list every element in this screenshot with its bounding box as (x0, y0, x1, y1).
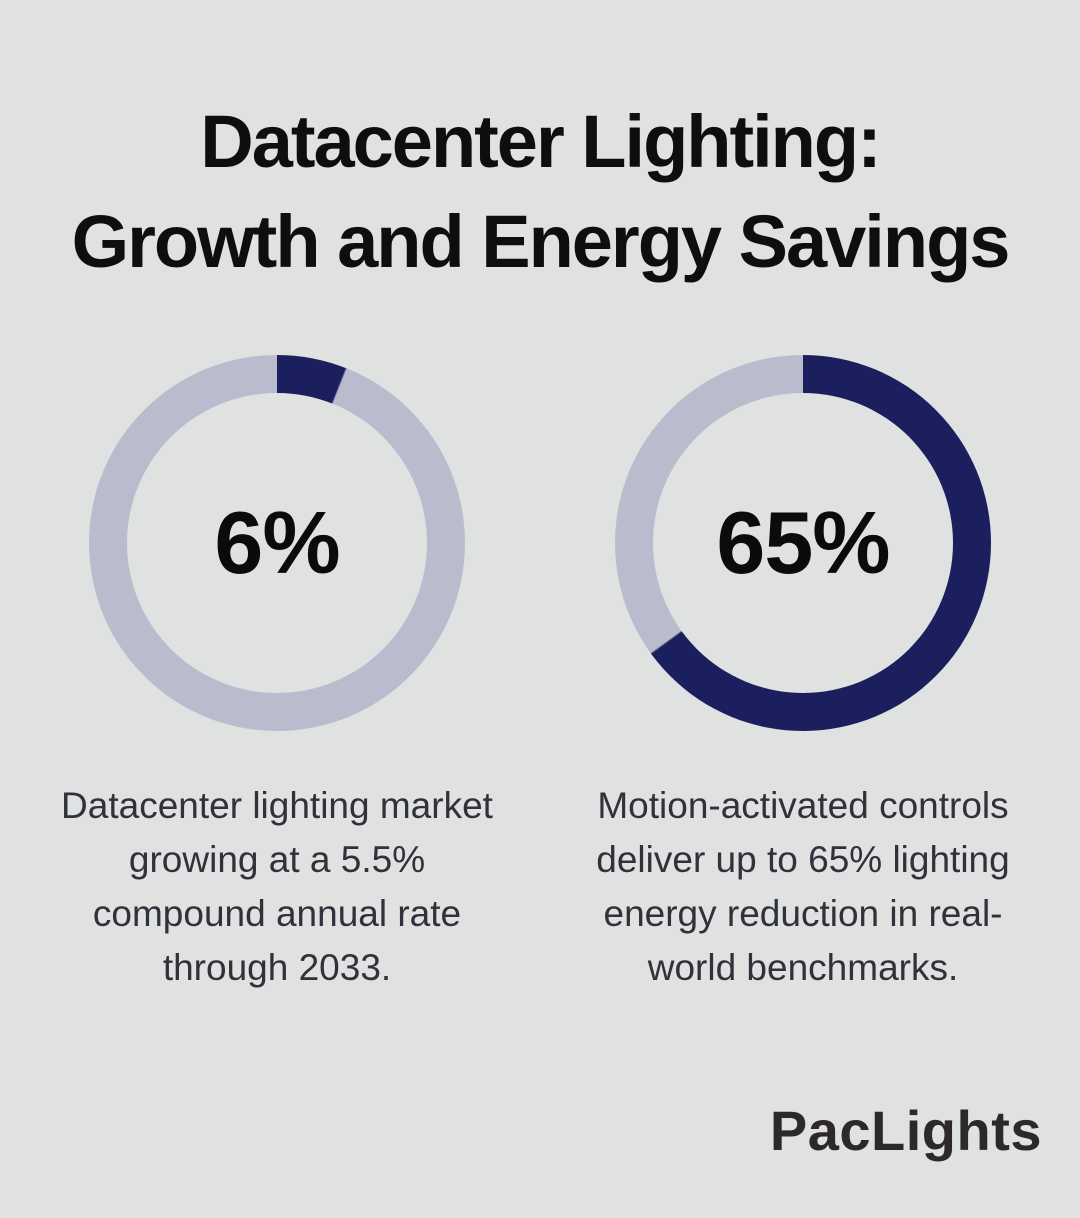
donut-chart-market-growth: 6% (89, 355, 465, 731)
stat-energy-savings: 65% (615, 355, 991, 731)
donut-hole: 65% (653, 393, 953, 693)
page-title-line-1: Datacenter Lighting: (200, 100, 881, 183)
brand-logo: PacLights (769, 1099, 1042, 1162)
captions-row: Datacenter lighting market growing at a … (0, 779, 1080, 995)
caption-energy-savings: Motion-activated controls deliver up to … (596, 785, 1010, 988)
donut-chart-energy-savings: 65% (615, 355, 991, 731)
percent-label-energy-savings: 65% (716, 493, 890, 592)
percent-label-market-growth: 6% (214, 493, 340, 592)
charts-row: 6% 65% (0, 355, 1080, 731)
page-title: Datacenter Lighting: Growth and Energy S… (0, 0, 1080, 292)
donut-hole: 6% (127, 393, 427, 693)
caption-market-growth: Datacenter lighting market growing at a … (61, 785, 493, 988)
stat-market-growth: 6% (89, 355, 465, 731)
page-title-line-2: Growth and Energy Savings (71, 200, 1011, 283)
